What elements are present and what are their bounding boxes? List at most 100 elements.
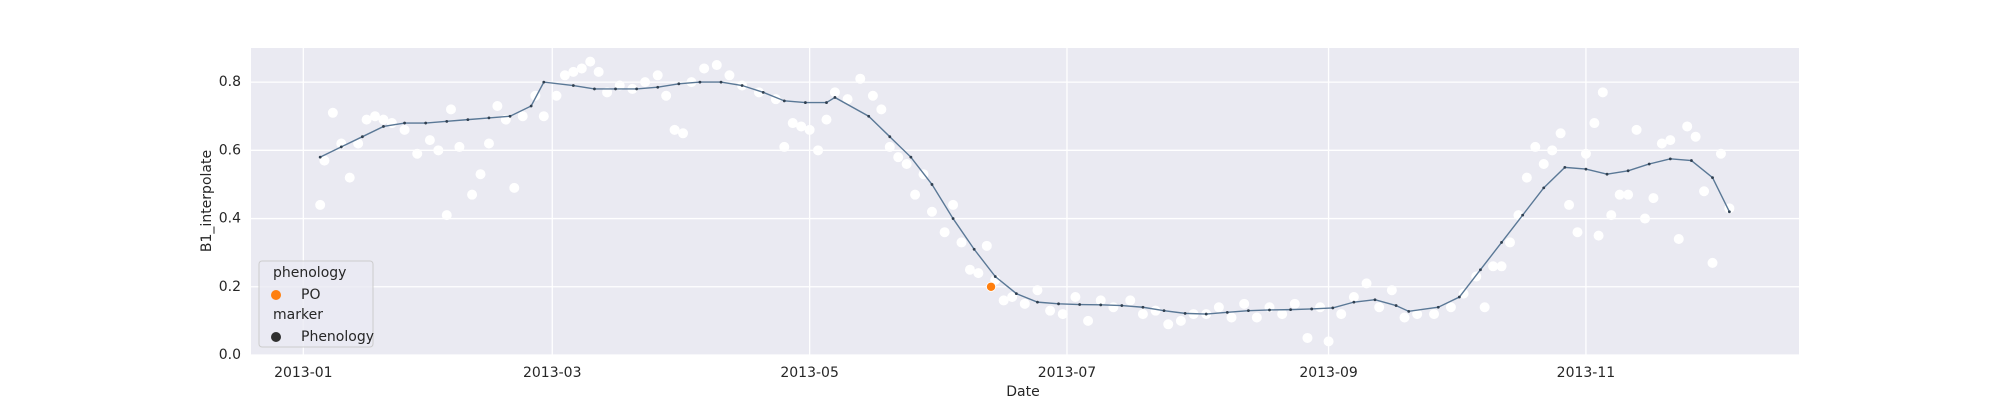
scatter-point: [1580, 148, 1591, 159]
scatter-point: [509, 182, 520, 193]
line-marker: [1626, 169, 1630, 173]
line-marker: [909, 155, 913, 159]
line-marker: [930, 183, 934, 186]
scatter-point: [1315, 302, 1326, 313]
line-marker: [339, 145, 343, 149]
scatter-point: [1504, 237, 1515, 248]
line-marker: [993, 275, 997, 278]
scatter-point: [1690, 131, 1701, 142]
scatter-point: [1239, 298, 1250, 309]
scatter-point: [424, 135, 435, 146]
scatter-point: [445, 104, 456, 115]
scatter-point: [867, 90, 878, 101]
line-marker: [1668, 157, 1672, 161]
scatter-point: [1045, 305, 1056, 316]
scatter-point: [1057, 309, 1068, 320]
scatter-point: [1323, 336, 1334, 347]
scatter-point: [893, 152, 904, 163]
line-marker: [1563, 165, 1567, 169]
scatter-point: [1226, 312, 1237, 323]
scatter-point: [1665, 135, 1676, 146]
scatter-point: [441, 210, 452, 221]
scatter-point: [576, 63, 587, 74]
scatter-point: [948, 199, 959, 210]
scatter-point: [1673, 234, 1684, 245]
scatter-point: [614, 80, 625, 91]
scatter-point: [956, 237, 967, 248]
scatter-point: [319, 155, 330, 166]
scatter-point: [884, 141, 895, 152]
scatter-point: [1593, 230, 1604, 241]
line-marker: [1141, 305, 1145, 309]
x-axis-label: Date: [1006, 384, 1039, 400]
line-marker: [740, 84, 744, 87]
line-marker: [1289, 308, 1292, 312]
scatter-point: [433, 145, 444, 156]
line-marker: [571, 84, 575, 87]
line-marker: [1605, 172, 1609, 176]
scatter-point: [821, 114, 832, 125]
line-marker: [542, 80, 546, 84]
scatter-point: [475, 169, 486, 180]
line-marker: [1352, 300, 1356, 304]
scatter-point: [724, 70, 735, 81]
scatter-point: [1289, 298, 1300, 309]
line-marker: [445, 119, 449, 123]
legend-title: phenology: [273, 265, 346, 281]
scatter-point: [344, 172, 355, 183]
scatter-point: [1137, 309, 1148, 320]
scatter-point: [361, 114, 372, 125]
scatter-point: [779, 141, 790, 152]
scatter-point: [981, 240, 992, 251]
scatter-point: [1108, 302, 1119, 313]
line-marker: [1268, 308, 1271, 312]
scatter-point: [678, 128, 689, 139]
line-marker: [382, 125, 385, 128]
scatter-point: [711, 60, 722, 71]
line-marker: [1014, 292, 1018, 295]
scatter-point: [538, 111, 549, 122]
scatter-point: [1715, 148, 1726, 159]
line-marker: [867, 114, 871, 118]
line-marker: [403, 121, 406, 125]
line-marker: [1584, 167, 1588, 171]
line-marker: [1036, 300, 1039, 304]
scatter-point: [1445, 302, 1456, 313]
scatter-point: [1648, 193, 1659, 204]
scatter-point: [669, 124, 680, 135]
scatter-point: [986, 281, 997, 292]
line-marker: [972, 247, 976, 251]
interpolated-line: [319, 81, 1731, 315]
line-marker: [1457, 295, 1461, 299]
scatter-point: [568, 66, 579, 77]
scatter-point: [787, 118, 798, 129]
y-tick-label: 0.6: [219, 142, 241, 158]
scatter-point: [1555, 128, 1566, 139]
scatter-point: [1386, 285, 1397, 296]
scatter-point: [973, 268, 984, 279]
scatter-point: [1348, 292, 1359, 303]
line-marker: [1479, 268, 1482, 272]
x-tick-label: 2013-09: [1299, 365, 1358, 381]
scatter-point: [1530, 141, 1541, 152]
legend-title: marker: [273, 307, 323, 323]
scatter-point: [378, 114, 389, 125]
scatter-point: [1707, 257, 1718, 268]
x-tick-label: 2013-03: [523, 365, 582, 381]
line-marker: [761, 90, 765, 94]
scatter-point: [1631, 124, 1642, 135]
scatter-point: [467, 189, 478, 200]
scatter-point: [585, 56, 596, 67]
scatter-point: [939, 227, 950, 238]
scatter-point: [1521, 172, 1532, 183]
scatter-point: [1699, 186, 1710, 197]
scatter-point: [1302, 332, 1313, 343]
scatter-point: [454, 141, 465, 152]
line-marker: [1099, 303, 1103, 307]
line-marker: [1120, 304, 1124, 307]
scatter-point: [1399, 312, 1410, 323]
scatter-point: [804, 124, 815, 135]
y-axis-label: B1_interpolate: [199, 150, 215, 252]
